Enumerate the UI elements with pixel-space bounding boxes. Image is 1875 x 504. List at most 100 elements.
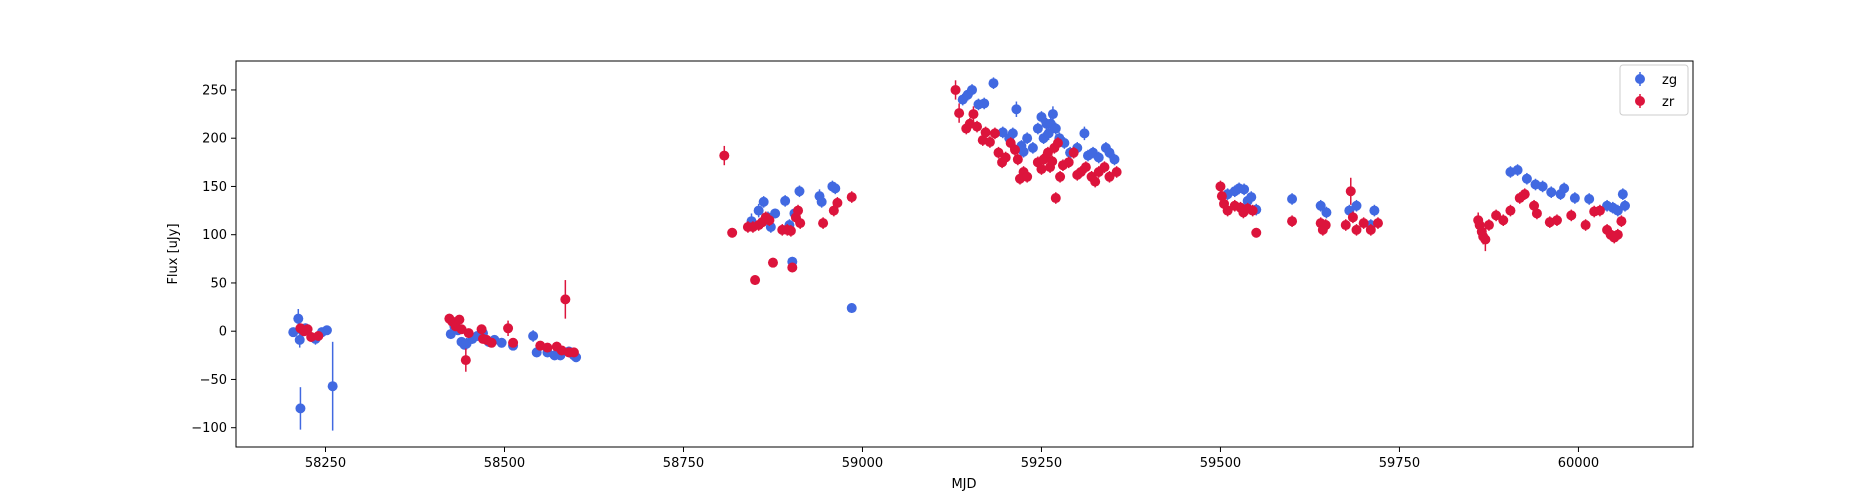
- data-point: [503, 323, 514, 334]
- x-tick-label: 60000: [1558, 456, 1599, 471]
- legend: zg zr: [1619, 64, 1689, 116]
- data-point: [750, 275, 761, 286]
- x-tick-label: 58500: [484, 456, 525, 471]
- data-point: [780, 195, 791, 206]
- data-point: [979, 98, 990, 109]
- data-point: [1239, 184, 1250, 195]
- data-point: [830, 183, 841, 194]
- y-axis: −100 −50 0 50 100 150 200 250: [191, 83, 236, 436]
- data-point: [1616, 216, 1627, 227]
- data-point: [1594, 205, 1605, 216]
- y-tick-label: 0: [219, 325, 227, 340]
- data-point: [1080, 162, 1091, 173]
- data-point: [832, 197, 843, 208]
- data-point: [1347, 212, 1358, 223]
- data-point: [460, 355, 471, 366]
- x-axis-label: MJD: [951, 477, 976, 492]
- data-point: [758, 196, 769, 207]
- data-point: [293, 313, 304, 324]
- data-point: [1498, 215, 1509, 226]
- y-tick-label: 100: [202, 228, 227, 243]
- data-point: [528, 331, 539, 342]
- data-point: [764, 215, 775, 226]
- data-point: [1032, 123, 1043, 134]
- data-point: [1043, 128, 1054, 139]
- y-tick-label: 150: [202, 180, 227, 195]
- data-point: [1027, 142, 1038, 153]
- y-tick-label: 200: [202, 132, 227, 147]
- data-point: [828, 205, 839, 216]
- data-point: [1369, 205, 1380, 216]
- data-point: [993, 147, 1004, 158]
- data-point: [1068, 147, 1079, 158]
- data-point: [295, 403, 306, 414]
- data-point: [1050, 193, 1061, 204]
- data-point: [1050, 123, 1061, 134]
- data-point: [313, 331, 324, 342]
- data-point: [1519, 189, 1530, 200]
- data-point: [1018, 146, 1029, 157]
- data-point: [846, 303, 857, 314]
- data-point: [1009, 144, 1020, 155]
- data-point: [1580, 220, 1591, 231]
- data-point: [1079, 128, 1090, 139]
- data-point: [1358, 218, 1369, 229]
- x-tick-label: 58250: [305, 456, 346, 471]
- data-point: [785, 225, 796, 236]
- legend-label: zr: [1662, 95, 1675, 110]
- data-point: [793, 205, 804, 216]
- data-point: [1566, 210, 1577, 221]
- data-point: [967, 84, 978, 95]
- data-point: [1584, 193, 1595, 204]
- data-point: [1372, 218, 1383, 229]
- data-point: [1109, 154, 1120, 165]
- data-point: [787, 262, 798, 273]
- data-point: [1093, 152, 1104, 163]
- data-point: [486, 337, 497, 348]
- data-point: [997, 127, 1008, 138]
- data-point: [1000, 152, 1011, 163]
- data-point: [972, 121, 983, 132]
- data-point: [1340, 220, 1351, 231]
- data-point: [1315, 200, 1326, 211]
- x-tick-label: 59500: [1200, 456, 1241, 471]
- data-point: [1247, 205, 1258, 216]
- data-point: [1036, 164, 1047, 175]
- data-point: [770, 208, 781, 219]
- data-point: [753, 205, 764, 216]
- data-point: [767, 257, 778, 268]
- data-point: [463, 328, 474, 339]
- data-point: [327, 381, 338, 392]
- data-point: [818, 218, 829, 229]
- data-point: [1505, 205, 1516, 216]
- plot-frame: [235, 60, 1694, 448]
- series-zg: [288, 77, 1630, 431]
- data-point: [1063, 157, 1074, 168]
- data-point: [968, 109, 979, 120]
- data-point: [1222, 205, 1233, 216]
- data-point: [1007, 128, 1018, 139]
- x-tick-label: 58750: [663, 456, 704, 471]
- data-point: [1569, 193, 1580, 204]
- legend-marker: [1635, 74, 1645, 84]
- data-point: [950, 84, 961, 95]
- data-point: [988, 78, 999, 89]
- data-point: [321, 325, 332, 336]
- data-point: [1011, 104, 1022, 115]
- data-point: [1619, 200, 1630, 211]
- data-point: [1215, 181, 1226, 192]
- data-point: [1090, 176, 1101, 187]
- data-point: [1047, 156, 1058, 167]
- data-point: [568, 347, 579, 358]
- data-point: [294, 334, 305, 345]
- y-tick-label: −50: [200, 373, 227, 388]
- legend-marker: [1635, 96, 1645, 106]
- legend-label: zg: [1662, 73, 1677, 88]
- data-point: [1246, 192, 1257, 203]
- data-point: [1551, 215, 1562, 226]
- data-point: [1052, 138, 1063, 149]
- data-point: [1483, 220, 1494, 231]
- data-point: [1546, 187, 1557, 198]
- data-point: [1491, 210, 1502, 221]
